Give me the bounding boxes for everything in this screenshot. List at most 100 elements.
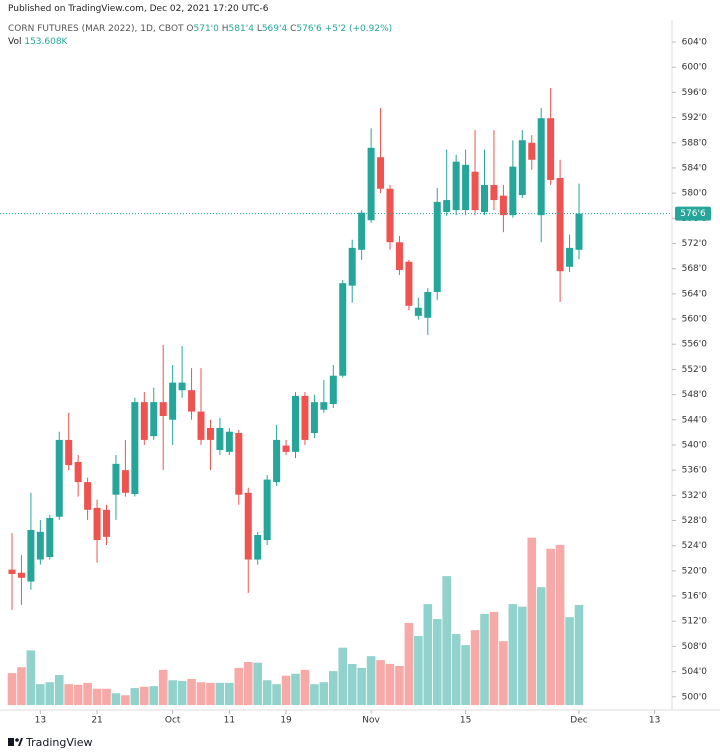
volume-bar (480, 613, 489, 705)
y-tick-label: 540'0 (682, 440, 708, 450)
candle-body (414, 307, 422, 316)
volume-bar (253, 662, 262, 705)
y-tick-label: 564'0 (682, 289, 708, 299)
volume-bar (310, 684, 319, 705)
volume-label: Vol (8, 37, 22, 47)
candle-body (27, 529, 35, 582)
volume-bar (262, 680, 272, 705)
volume-bar (518, 606, 527, 705)
volume-legend: Vol 153.608K (8, 37, 67, 47)
volume-value: 153.608K (24, 37, 68, 47)
candle-body (575, 213, 583, 250)
last-price-box (675, 206, 711, 221)
volume-bar (234, 667, 244, 705)
ohlc-value: 569'4 (261, 24, 288, 34)
candle-body (452, 161, 460, 211)
volume-bar (347, 663, 357, 705)
volume-bar (54, 675, 64, 705)
volume-bar (243, 662, 253, 705)
volume-bar (404, 622, 414, 705)
volume-bar (130, 688, 140, 705)
candles (8, 87, 583, 610)
ohlc-key: C (290, 24, 297, 34)
volume-bar (7, 673, 17, 705)
y-tick-label: 560'0 (682, 315, 708, 325)
candle-body (509, 166, 517, 216)
volume-bar (508, 604, 518, 705)
volume-bar (414, 635, 423, 705)
volume-bar (451, 634, 461, 705)
candle-body (244, 492, 252, 560)
volume-bar (140, 686, 149, 705)
volume-bar (149, 686, 159, 705)
candle-body (556, 178, 564, 272)
ohlc-key: H (221, 24, 229, 34)
volume-bar (357, 667, 366, 705)
candle-body (273, 439, 281, 483)
candle-body (263, 479, 271, 541)
candle-body (395, 242, 403, 270)
volume-bar (385, 663, 395, 705)
candle-body (405, 261, 413, 306)
candle-body (17, 572, 25, 578)
candle-body (150, 402, 158, 437)
candle-body (358, 212, 366, 250)
x-tick-label: Dec (570, 716, 587, 726)
y-tick-label: 524'0 (682, 541, 708, 551)
volume-bar (291, 673, 300, 705)
candle-body (282, 445, 290, 452)
candle-body (169, 382, 177, 420)
volume-bar (36, 684, 45, 705)
y-tick-label: 568'0 (682, 264, 708, 274)
volume-bar (366, 656, 376, 705)
ohlc-key: O (186, 24, 194, 34)
y-tick-label: 580'0 (682, 189, 708, 199)
candle-body (537, 118, 545, 216)
y-tick-label: 528'0 (682, 516, 708, 526)
y-tick-label: 504'0 (682, 667, 708, 677)
volume-bar (26, 650, 36, 705)
candle-body (301, 395, 309, 440)
candle-body (528, 142, 536, 160)
candle-body (292, 395, 299, 452)
y-tick-label: 588'0 (682, 138, 708, 148)
volume-bar (225, 682, 234, 705)
y-tick-label: 520'0 (682, 566, 708, 576)
y-tick-label: 604'0 (682, 38, 708, 48)
volume-bar (329, 671, 338, 705)
candle-body (481, 184, 488, 213)
candle-body (518, 140, 526, 196)
candle-body (433, 201, 441, 292)
volume-bar (470, 630, 480, 705)
candle-body (348, 247, 356, 286)
candle-body (8, 569, 16, 575)
candle-body (206, 427, 214, 440)
volume-bar (395, 665, 404, 705)
y-tick-label: 544'0 (682, 415, 708, 425)
volume-pane (7, 537, 584, 705)
candle-body (499, 195, 507, 216)
x-tick-label: 15 (460, 716, 471, 726)
volume-bar (187, 678, 196, 705)
volume-bar (45, 682, 55, 705)
x-tick-label: Nov (362, 716, 380, 726)
candle-body (103, 509, 110, 537)
candle-body (140, 402, 148, 440)
ohlc-value: 581'4 (228, 24, 254, 34)
brand-logo (8, 738, 23, 746)
ohlc-value: 571'0 (193, 24, 219, 34)
published-line: Published on TradingView.com, Dec 02, 20… (8, 4, 269, 14)
candle-body (310, 402, 318, 433)
volume-bar (215, 682, 225, 705)
candle-body (65, 439, 73, 466)
candle-body (443, 200, 451, 213)
y-tick-label: 592'0 (682, 113, 708, 123)
candle-body (367, 147, 375, 221)
y-tick-label: 552'0 (682, 365, 708, 375)
candle-body (424, 291, 432, 318)
volume-bar (565, 617, 574, 705)
candle-body (36, 531, 44, 560)
candle-body (225, 431, 233, 452)
symbol-title: CORN FUTURES (MAR 2022), 1D, CBOT (8, 24, 184, 34)
candle-body (254, 534, 262, 560)
